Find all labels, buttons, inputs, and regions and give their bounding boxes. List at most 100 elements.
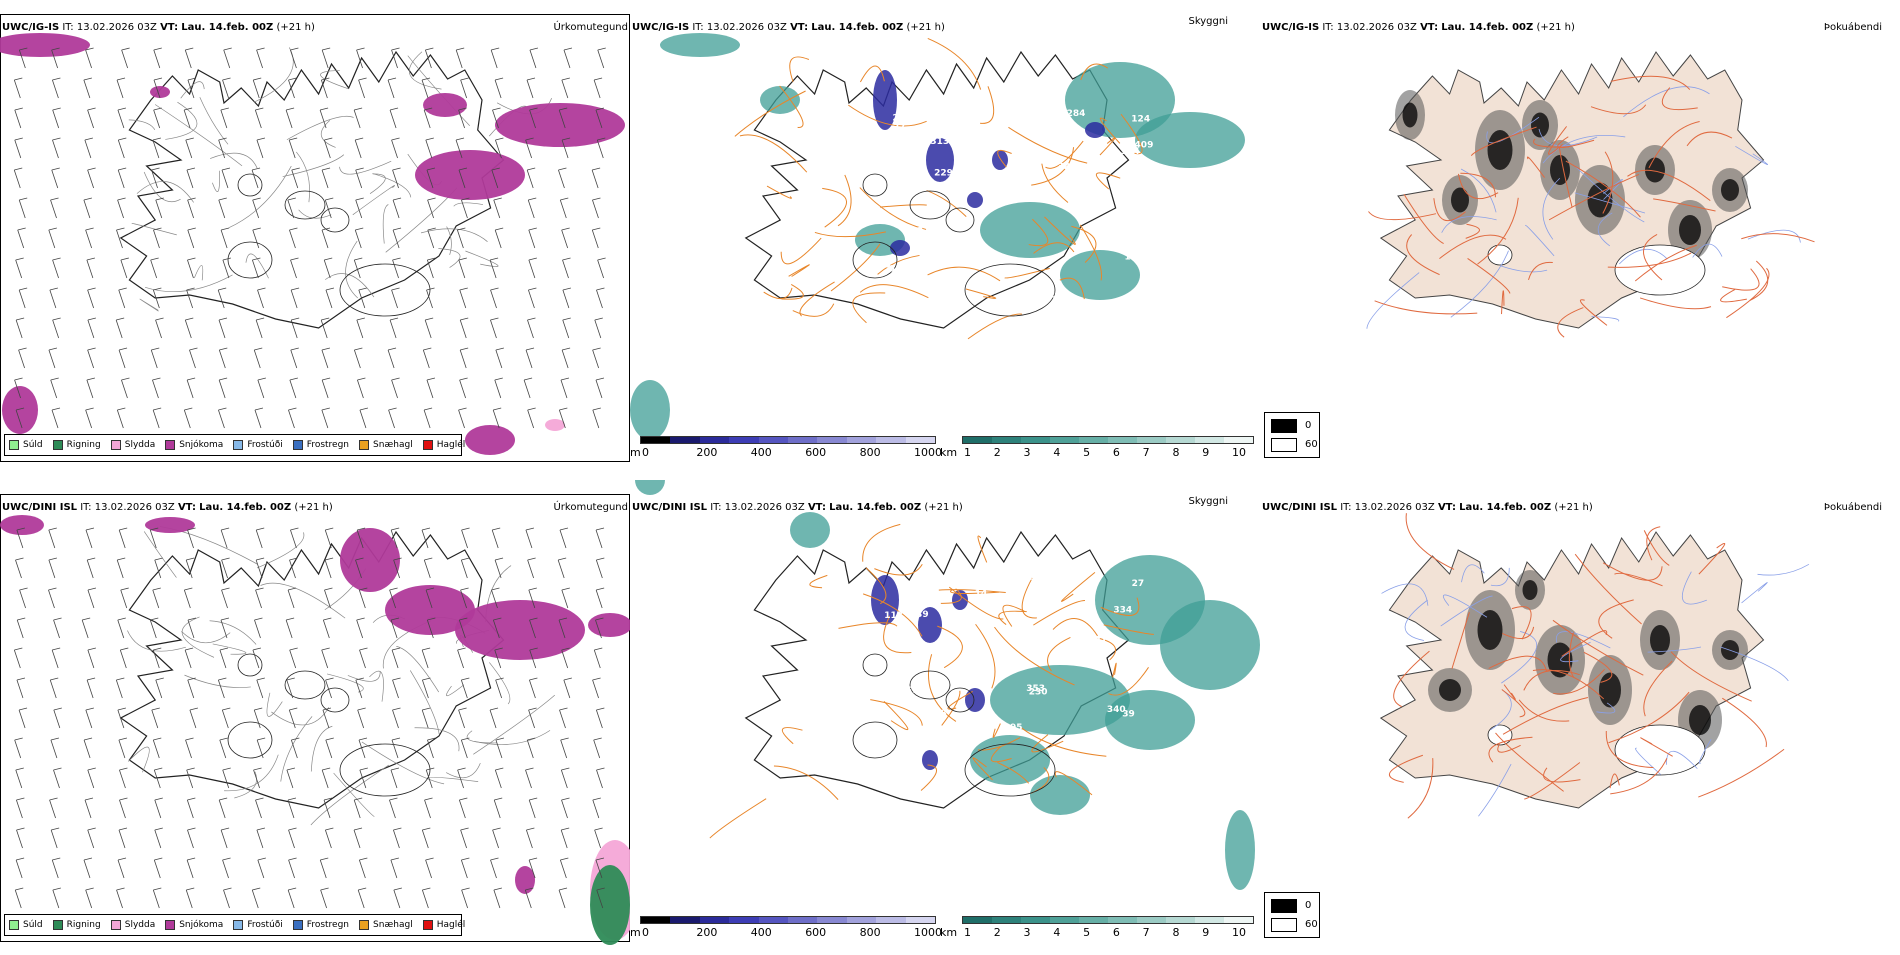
- wind-barb: [457, 649, 464, 669]
- wind-barb: [85, 889, 93, 909]
- wind-barb: [458, 169, 466, 189]
- fog-legend-white-swatch: [1271, 438, 1297, 452]
- wind-barb: [321, 409, 329, 429]
- wind-barb: [427, 617, 436, 621]
- road-line: [950, 588, 1000, 595]
- wind-barb: [14, 167, 23, 171]
- wind-barb: [393, 889, 401, 909]
- wind-barb: [460, 77, 469, 81]
- wind-barb: [16, 527, 25, 531]
- road-line: [1542, 177, 1561, 240]
- wind-barb: [218, 137, 227, 141]
- wind-barb: [392, 257, 401, 261]
- road-line: [1692, 243, 1723, 258]
- wind-barb: [421, 649, 429, 669]
- colorbar-tick: 8: [1172, 926, 1180, 939]
- wind-barb: [353, 109, 361, 129]
- cloud-base-label: 415: [919, 205, 938, 215]
- fog-legend: 0 60: [1264, 412, 1320, 458]
- wind-barb: [387, 77, 397, 81]
- fog-index-core: [1679, 215, 1701, 245]
- road-line: [766, 185, 792, 199]
- wind-barb: [355, 169, 363, 189]
- wind-barb: [18, 49, 26, 69]
- wind-barb: [83, 79, 91, 99]
- cloud-base-area: [918, 607, 942, 643]
- wind-barb: [495, 227, 504, 231]
- wind-barb: [528, 859, 536, 879]
- wind-barb: [592, 677, 601, 681]
- road-line: [409, 670, 440, 735]
- wind-barb: [460, 679, 468, 699]
- colorbar-segment: [963, 917, 992, 923]
- wind-barb: [85, 229, 93, 249]
- wind-barb: [289, 137, 298, 141]
- wind-barb: [562, 259, 569, 279]
- cloud-base-label: 148: [928, 709, 947, 719]
- wind-barb: [87, 769, 95, 789]
- wind-barb: [457, 769, 464, 789]
- wind-barb: [324, 199, 332, 219]
- wind-barb: [50, 829, 58, 849]
- wind-barb: [389, 107, 399, 111]
- wind-barb: [526, 169, 534, 189]
- precip-legend-item: Slydda: [110, 440, 155, 450]
- road-line: [1460, 168, 1497, 213]
- wind-barb: [288, 79, 295, 99]
- cloud-base-label: 117: [884, 611, 903, 621]
- wind-barb: [460, 859, 468, 879]
- wind-barb: [355, 557, 364, 561]
- wind-barb: [489, 259, 497, 279]
- wind-barb: [119, 797, 128, 801]
- cloud-base-label: 321: [952, 579, 971, 589]
- colorbar-segment: [788, 917, 818, 923]
- low-visibility-area: [635, 480, 665, 495]
- wind-barb: [85, 709, 93, 729]
- wind-barb: [83, 197, 92, 201]
- wind-barb: [153, 109, 161, 129]
- road-line: [997, 761, 1030, 784]
- wind-barb: [359, 769, 367, 789]
- wind-barb: [287, 797, 297, 801]
- wind-barb: [461, 887, 470, 891]
- wind-barb: [322, 619, 330, 639]
- wind-barb: [219, 737, 228, 741]
- colorbar-segment: [1108, 437, 1137, 443]
- road-line: [781, 727, 803, 745]
- wind-barb: [221, 557, 230, 561]
- wind-barb: [187, 259, 194, 279]
- wind-barb: [52, 647, 61, 651]
- wind-barb: [594, 77, 603, 81]
- wind-barb: [83, 77, 92, 81]
- colorbar-segment: [1137, 917, 1166, 923]
- wind-barb: [256, 137, 266, 141]
- wind-barb: [14, 889, 22, 909]
- wind-barb: [461, 197, 470, 201]
- road-line: [1722, 697, 1767, 748]
- wind-barb: [218, 317, 228, 321]
- wind-barb: [220, 107, 229, 111]
- wind-barb: [458, 709, 465, 729]
- wind-barb: [355, 677, 364, 681]
- wind-barb: [459, 797, 468, 801]
- wind-barb: [52, 887, 61, 891]
- road-line: [1698, 543, 1726, 575]
- wind-barb: [117, 859, 125, 879]
- road-line: [852, 292, 886, 324]
- road-line: [734, 90, 806, 137]
- wind-barb: [321, 77, 330, 81]
- road-line: [369, 173, 386, 194]
- wind-barb: [286, 617, 295, 621]
- precip-legend-label: Haglél: [436, 920, 466, 930]
- cloud-base-label: 326: [1043, 290, 1062, 300]
- panel-title: Úrkomutegund: [553, 22, 628, 33]
- road-line: [127, 630, 186, 652]
- wind-barb: [529, 617, 538, 621]
- wind-barb: [528, 707, 537, 711]
- wind-barb: [593, 737, 602, 741]
- colorbar-tick: 9: [1202, 446, 1210, 459]
- wind-barb: [252, 199, 260, 219]
- wind-barb: [151, 167, 160, 171]
- wind-barb: [561, 137, 571, 141]
- wind-barb: [117, 557, 126, 561]
